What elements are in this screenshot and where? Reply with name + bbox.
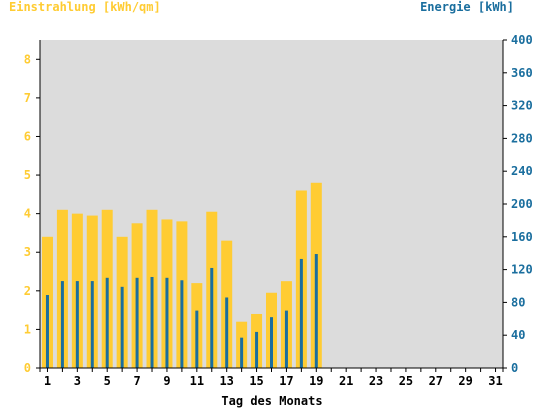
- x-tick-label: 19: [309, 374, 323, 388]
- left-axis-title: Einstrahlung [kWh/qm]: [9, 0, 161, 14]
- right-tick-label: 80: [511, 295, 525, 309]
- left-tick-label: 5: [24, 168, 31, 182]
- x-tick-label: 1: [44, 374, 51, 388]
- left-tick-label: 8: [24, 52, 31, 66]
- right-tick-label: 280: [511, 131, 533, 145]
- energy-bar: [225, 297, 229, 368]
- energy-bar: [60, 281, 64, 368]
- x-tick-label: 31: [488, 374, 502, 388]
- energy-bar: [165, 277, 169, 368]
- right-tick-label: 0: [511, 361, 518, 375]
- right-tick-label: 200: [511, 197, 533, 211]
- energy-bar: [105, 277, 109, 368]
- x-tick-label: 21: [339, 374, 353, 388]
- energy-bar: [284, 310, 288, 368]
- left-tick-label: 7: [24, 91, 31, 105]
- x-tick-label: 17: [279, 374, 293, 388]
- energy-bar: [299, 258, 303, 368]
- x-tick-label: 23: [369, 374, 383, 388]
- x-tick-label: 11: [190, 374, 204, 388]
- energy-bar: [314, 254, 318, 368]
- x-tick-label: 15: [249, 374, 263, 388]
- left-tick-label: 1: [24, 322, 31, 336]
- right-tick-label: 400: [511, 33, 533, 47]
- right-tick-label: 40: [511, 328, 525, 342]
- x-tick-label: 13: [219, 374, 233, 388]
- x-tick-label: 27: [429, 374, 443, 388]
- x-tick-label: 9: [163, 374, 170, 388]
- energy-bar: [240, 337, 244, 368]
- x-tick-label: 29: [458, 374, 472, 388]
- energy-bar: [270, 317, 273, 368]
- energy-bar: [210, 267, 214, 368]
- right-tick-label: 120: [511, 263, 533, 277]
- energy-bar: [120, 286, 124, 368]
- energy-bar: [45, 295, 49, 368]
- energy-bar: [180, 280, 184, 368]
- x-tick-label: 5: [104, 374, 111, 388]
- x-tick-label: 7: [133, 374, 140, 388]
- left-tick-label: 0: [24, 361, 31, 375]
- left-tick-label: 4: [24, 207, 31, 221]
- left-tick-label: 2: [24, 284, 31, 298]
- left-tick-label: 3: [24, 245, 31, 259]
- left-tick-label: 6: [24, 129, 31, 143]
- energy-bar: [90, 281, 94, 368]
- energy-bar: [255, 331, 259, 368]
- energy-bar: [150, 276, 154, 368]
- right-tick-label: 360: [511, 66, 533, 80]
- right-tick-label: 160: [511, 230, 533, 244]
- x-tick-label: 3: [74, 374, 81, 388]
- energy-bar: [75, 281, 79, 368]
- energy-bar: [195, 310, 199, 368]
- right-axis-title: Energie [kWh]: [420, 0, 514, 14]
- energy-bar: [135, 277, 139, 368]
- x-axis-label: Tag des Monats: [221, 394, 323, 408]
- right-tick-label: 320: [511, 99, 533, 113]
- x-tick-label: 25: [399, 374, 413, 388]
- right-tick-label: 240: [511, 164, 533, 178]
